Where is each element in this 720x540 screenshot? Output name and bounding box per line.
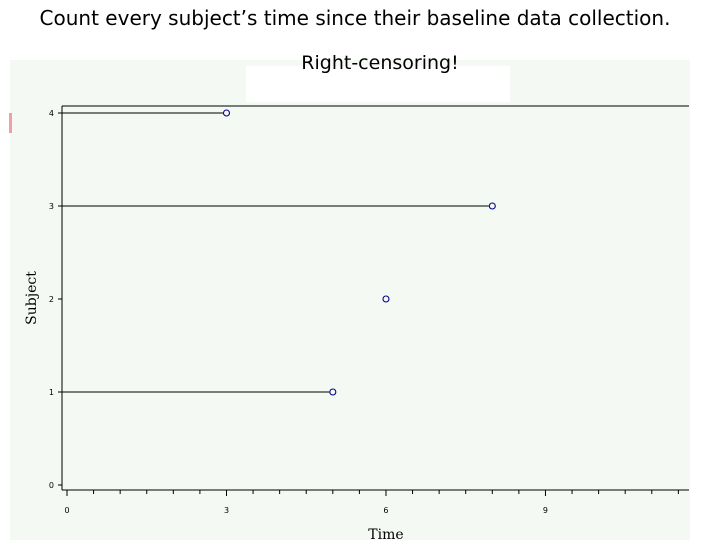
- x-tick-label: 3: [224, 506, 229, 515]
- subtitle-box: [246, 66, 510, 102]
- x-tick-label: 0: [64, 506, 69, 515]
- y-tick-label: 4: [49, 109, 54, 118]
- slide-title: Count every subject’s time since their b…: [39, 6, 671, 30]
- censor-point: [222, 109, 231, 117]
- y-tick-label: 0: [49, 481, 54, 490]
- plot-background: [10, 60, 690, 540]
- edge-marker: [9, 113, 12, 133]
- y-axis-title: Subject: [24, 271, 40, 325]
- x-tick-label: 6: [383, 506, 388, 515]
- y-tick-label: 1: [49, 388, 54, 397]
- censor-point: [488, 202, 496, 210]
- censor-point: [329, 388, 337, 396]
- censor-point: [382, 295, 390, 303]
- slide-subtitle: Right-censoring!: [301, 52, 459, 74]
- y-tick-label: 3: [49, 202, 54, 211]
- x-axis-title: Time: [368, 527, 403, 540]
- y-tick-label: 2: [49, 295, 54, 304]
- x-tick-label: 9: [543, 506, 548, 515]
